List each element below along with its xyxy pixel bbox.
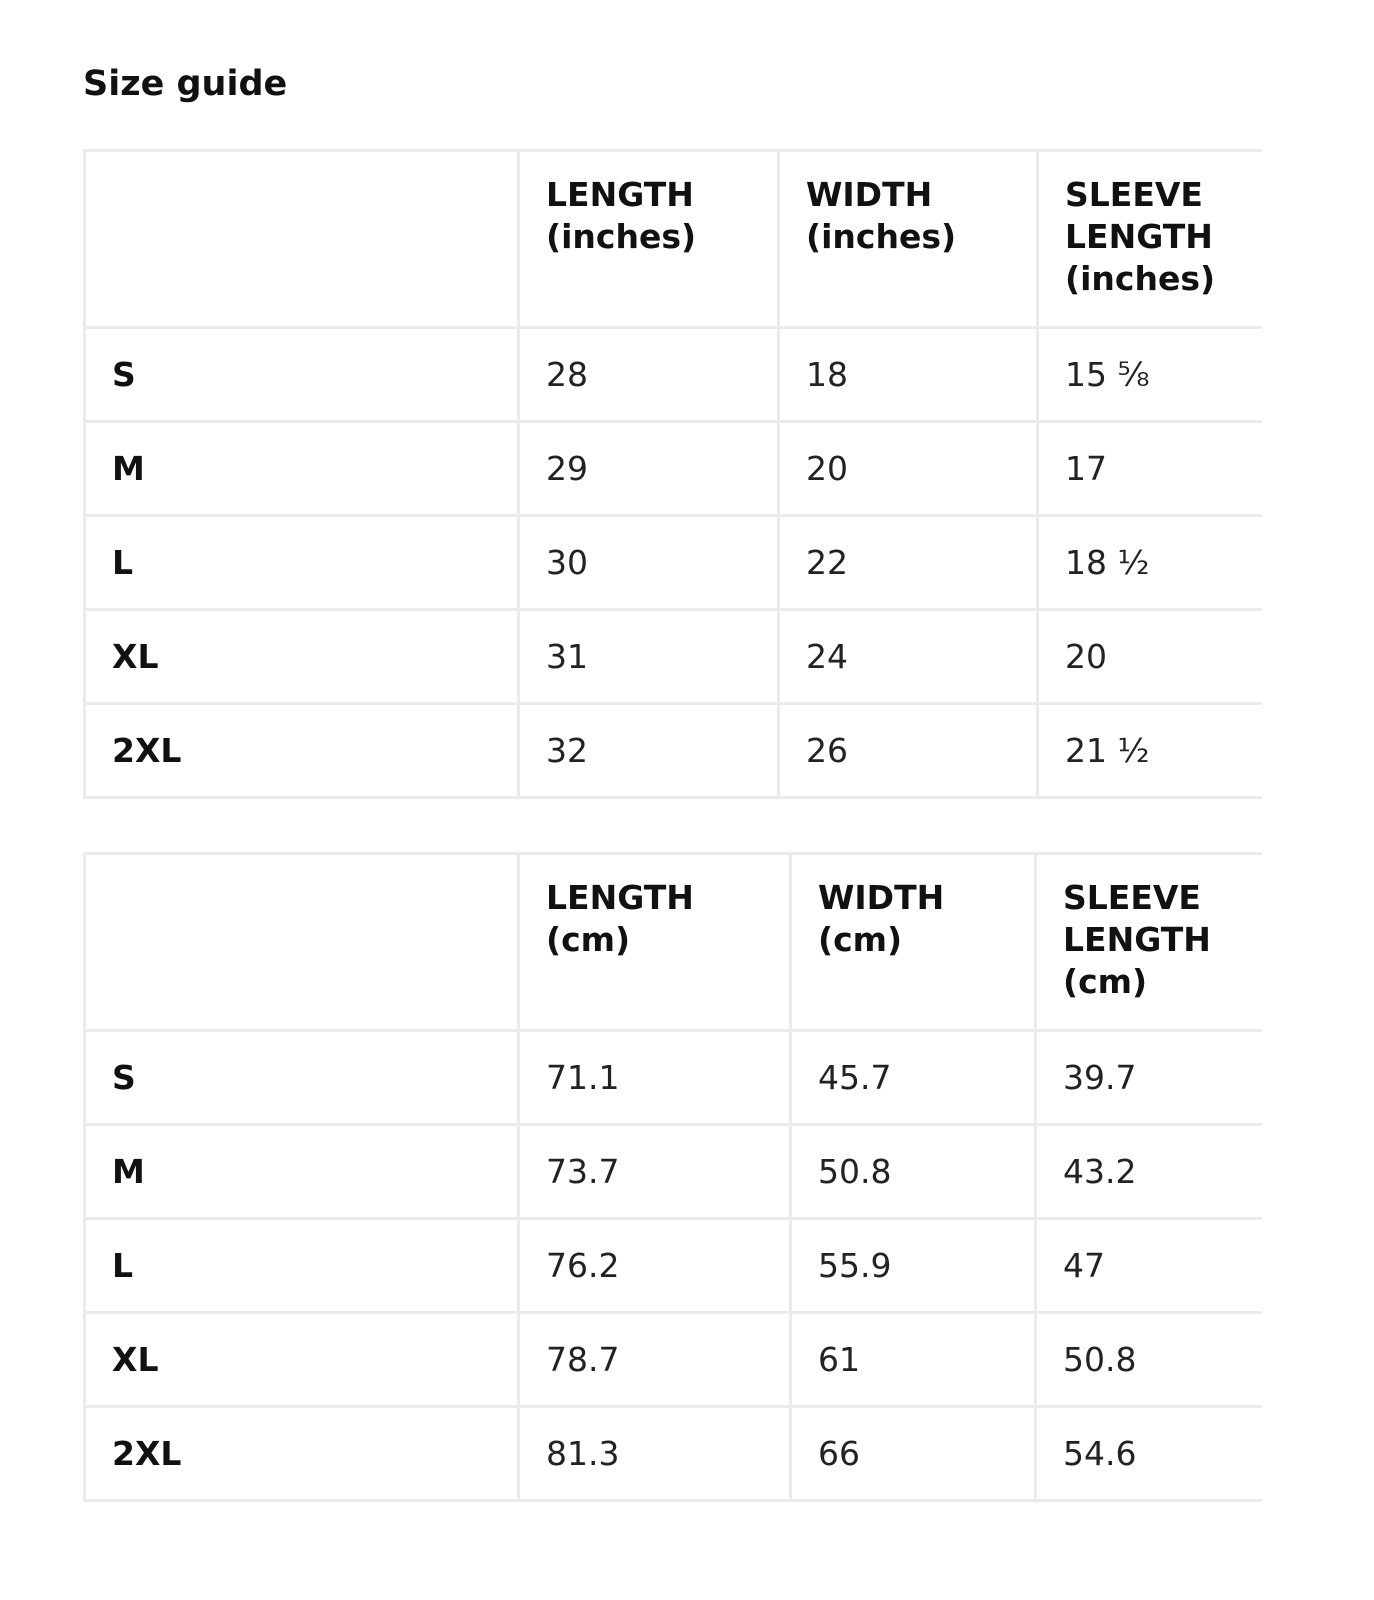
width-cell: 24 (777, 608, 1039, 705)
table-row: M 29 20 17 (83, 420, 1262, 517)
width-cell: 55.9 (789, 1217, 1037, 1314)
length-cell: 76.2 (517, 1217, 792, 1314)
sleeve-length-cell: 54.6 (1034, 1405, 1262, 1502)
column-header-length: LENGTH (inches) (517, 149, 780, 329)
size-table-cm: LENGTH (cm) WIDTH (cm) SLEEVE LENGTH (cm… (83, 852, 1262, 1502)
size-cell: XL (83, 1311, 520, 1408)
length-cell: 78.7 (517, 1311, 792, 1408)
length-cell: 31 (517, 608, 780, 705)
column-header-width: WIDTH (cm) (789, 852, 1037, 1032)
sleeve-length-cell: 15 ⅝ (1036, 326, 1262, 423)
width-cell: 45.7 (789, 1029, 1037, 1126)
sleeve-length-cell: 50.8 (1034, 1311, 1262, 1408)
size-cell: 2XL (83, 702, 520, 799)
width-cell: 66 (789, 1405, 1037, 1502)
size-cell: L (83, 514, 520, 611)
table-row: L 76.2 55.9 47 (83, 1217, 1262, 1314)
table-header-row: LENGTH (cm) WIDTH (cm) SLEEVE LENGTH (cm… (83, 852, 1262, 1032)
size-cell: L (83, 1217, 520, 1314)
table-row: S 28 18 15 ⅝ (83, 326, 1262, 423)
width-cell: 22 (777, 514, 1039, 611)
table-row: L 30 22 18 ½ (83, 514, 1262, 611)
length-cell: 30 (517, 514, 780, 611)
size-cell: XL (83, 608, 520, 705)
length-cell: 71.1 (517, 1029, 792, 1126)
length-cell: 32 (517, 702, 780, 799)
table-row: XL 78.7 61 50.8 (83, 1311, 1262, 1408)
table-row: M 73.7 50.8 43.2 (83, 1123, 1262, 1220)
sleeve-length-cell: 47 (1034, 1217, 1262, 1314)
sleeve-length-cell: 18 ½ (1036, 514, 1262, 611)
length-cell: 81.3 (517, 1405, 792, 1502)
length-cell: 28 (517, 326, 780, 423)
column-header-sleeve-length: SLEEVE LENGTH (cm) (1034, 852, 1262, 1032)
width-cell: 26 (777, 702, 1039, 799)
page-title: Size guide (83, 64, 288, 104)
width-cell: 18 (777, 326, 1039, 423)
sleeve-length-cell: 39.7 (1034, 1029, 1262, 1126)
width-cell: 50.8 (789, 1123, 1037, 1220)
sleeve-length-cell: 43.2 (1034, 1123, 1262, 1220)
table-row: S 71.1 45.7 39.7 (83, 1029, 1262, 1126)
sleeve-length-cell: 17 (1036, 420, 1262, 517)
length-cell: 29 (517, 420, 780, 517)
sleeve-length-cell: 21 ½ (1036, 702, 1262, 799)
sleeve-length-cell: 20 (1036, 608, 1262, 705)
width-cell: 61 (789, 1311, 1037, 1408)
width-cell: 20 (777, 420, 1039, 517)
size-cell: 2XL (83, 1405, 520, 1502)
size-cell: S (83, 326, 520, 423)
column-header-size (83, 149, 520, 329)
size-cell: S (83, 1029, 520, 1126)
column-header-width: WIDTH (inches) (777, 149, 1039, 329)
length-cell: 73.7 (517, 1123, 792, 1220)
table-row: 2XL 81.3 66 54.6 (83, 1405, 1262, 1502)
size-table-inches: LENGTH (inches) WIDTH (inches) SLEEVE LE… (83, 149, 1262, 799)
table-row: XL 31 24 20 (83, 608, 1262, 705)
size-cell: M (83, 420, 520, 517)
column-header-size (83, 852, 520, 1032)
table-header-row: LENGTH (inches) WIDTH (inches) SLEEVE LE… (83, 149, 1262, 329)
table-row: 2XL 32 26 21 ½ (83, 702, 1262, 799)
column-header-length: LENGTH (cm) (517, 852, 792, 1032)
column-header-sleeve-length: SLEEVE LENGTH (inches) (1036, 149, 1262, 329)
size-cell: M (83, 1123, 520, 1220)
